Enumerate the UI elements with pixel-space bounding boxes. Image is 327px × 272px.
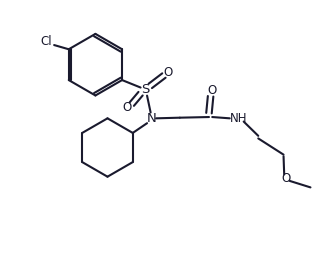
Text: Cl: Cl xyxy=(40,35,52,48)
Text: NH: NH xyxy=(230,112,247,125)
Text: O: O xyxy=(164,66,173,79)
Text: O: O xyxy=(282,172,291,186)
Text: S: S xyxy=(141,83,150,96)
Text: O: O xyxy=(208,84,217,97)
Text: O: O xyxy=(123,101,132,114)
Text: N: N xyxy=(146,112,156,125)
